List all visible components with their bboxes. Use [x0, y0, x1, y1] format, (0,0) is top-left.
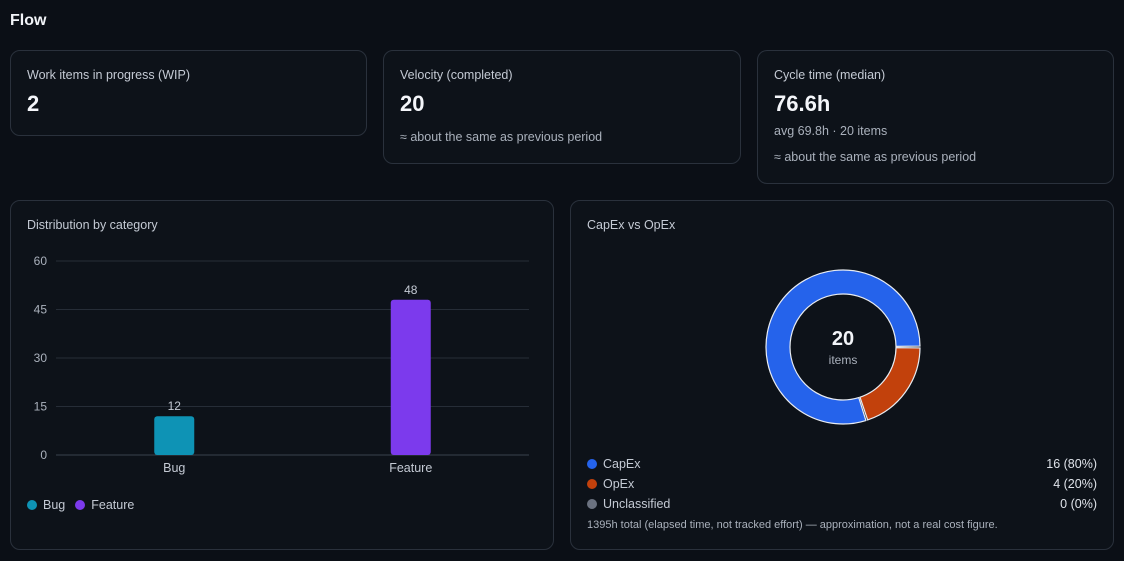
donut-center-label: items — [829, 353, 858, 367]
legend-row-opex: OpEx 4 (20%) — [587, 474, 1097, 494]
y-tick-label: 15 — [34, 400, 48, 414]
legend-value-unclassified: 0 (0%) — [1060, 497, 1097, 511]
x-tick-label: Feature — [389, 461, 432, 475]
velocity-label: Velocity (completed) — [400, 68, 513, 82]
x-tick-label: Bug — [163, 461, 185, 475]
y-tick-label: 45 — [34, 303, 48, 317]
distribution-card: Distribution by category 0 15 30 45 60 12 Bug 4… — [10, 200, 554, 550]
bar-feature[interactable] — [390, 299, 431, 455]
y-tick-label: 0 — [40, 448, 47, 462]
legend-label-bug: Bug — [43, 498, 66, 512]
legend-swatch-capex — [587, 459, 597, 469]
distribution-bar-chart: 0 15 30 45 60 12 Bug 48 Feature — [34, 254, 529, 475]
cycle-time-card: Cycle time (median) 76.6h avg 69.8h · 20… — [757, 50, 1114, 184]
legend-value-opex: 4 (20%) — [1053, 477, 1097, 491]
capex-opex-donut: 20 items — [765, 269, 921, 425]
legend-row-unclassified: Unclassified 0 (0%) — [587, 494, 1097, 514]
cycle-time-trend-note: ≈ about the same as previous period — [774, 150, 977, 164]
legend-value-capex: 16 (80%) — [1046, 457, 1097, 471]
legend-swatch-opex — [587, 479, 597, 489]
wip-card: Work items in progress (WIP) 2 — [10, 50, 367, 136]
legend-swatch-feature — [75, 500, 86, 510]
capex-opex-title: CapEx vs OpEx — [587, 218, 676, 232]
bar-value-label: 48 — [404, 283, 418, 297]
legend-name-capex: CapEx — [603, 457, 641, 471]
velocity-trend-note: ≈ about the same as previous period — [400, 130, 603, 144]
capex-opex-card: CapEx vs OpEx 20 items CapEx 16 (80%) Op… — [570, 200, 1114, 550]
capex-footnote: 1395h total (elapsed time, not tracked e… — [587, 519, 998, 531]
bar-value-label: 12 — [168, 399, 182, 413]
y-tick-label: 30 — [34, 351, 48, 365]
donut-slice-opex[interactable] — [859, 347, 921, 421]
donut-center-value: 20 — [832, 328, 854, 350]
cycle-time-sub: avg 69.8h · 20 items — [774, 124, 888, 138]
distribution-title: Distribution by category — [27, 218, 158, 232]
legend-swatch-bug — [27, 500, 37, 510]
donut-slice-capex[interactable] — [765, 269, 921, 425]
legend-row-capex: CapEx 16 (80%) — [587, 454, 1097, 474]
capex-opex-legend: CapEx 16 (80%) OpEx 4 (20%) Unclassified… — [587, 454, 1097, 514]
cycle-time-label: Cycle time (median) — [774, 68, 886, 82]
legend-item-bug[interactable]: Bug — [27, 498, 65, 512]
legend-name-opex: OpEx — [603, 477, 635, 491]
wip-label: Work items in progress (WIP) — [27, 68, 190, 82]
y-tick-label: 60 — [34, 254, 48, 268]
legend-swatch-unclassified — [587, 499, 597, 509]
legend-name-unclassified: Unclassified — [603, 497, 671, 511]
distribution-legend: Bug Feature — [27, 498, 144, 512]
wip-value: 2 — [27, 91, 40, 116]
legend-label-feature: Feature — [91, 498, 135, 512]
page-title: Flow — [10, 12, 47, 29]
cycle-time-value: 76.6h — [774, 91, 831, 116]
velocity-value: 20 — [400, 91, 425, 116]
velocity-card: Velocity (completed) 20 ≈ about the same… — [383, 50, 741, 164]
legend-item-feature[interactable]: Feature — [75, 498, 134, 512]
bar-bug[interactable] — [154, 416, 195, 455]
